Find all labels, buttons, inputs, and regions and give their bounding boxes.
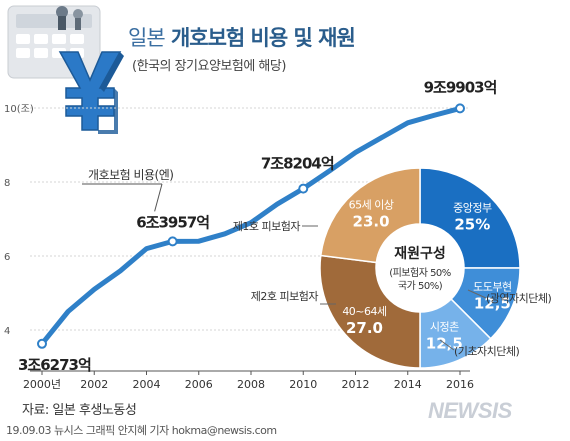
credit-note: 19.09.03 뉴시스 그래픽 안지혜 기자 hokma@newsis.com <box>6 424 277 437</box>
y-tick-label: 4 <box>4 326 10 337</box>
data-label: 3조6273억 <box>18 356 91 374</box>
brand-watermark: NEWSIS <box>428 398 512 423</box>
slice-value: 23.0 <box>353 212 390 230</box>
slice-label: 시정촌 <box>430 320 459 333</box>
donut-center-title: 재원구성 <box>394 246 446 262</box>
donut-hole <box>377 225 463 311</box>
slice-note: 제2호 피보험자 <box>251 290 319 303</box>
y-tick-label: 10(조) <box>4 104 34 115</box>
slice-label: 40~64세 <box>342 305 386 318</box>
donut-center-sub: 국가 50%) <box>398 280 443 292</box>
slice-value: 27.0 <box>346 319 383 337</box>
slice-value: 25% <box>454 216 490 234</box>
slice-note: (기초자치단체) <box>454 345 520 358</box>
y-tick-label: 8 <box>4 178 10 189</box>
series-label: 개호보험 비용(엔) <box>88 168 173 182</box>
slice-label: 중앙정부 <box>453 202 492 215</box>
data-point <box>167 236 178 247</box>
donut-slice <box>419 167 521 269</box>
donut-center-sub: (피보험자 50% <box>389 267 451 279</box>
series-label-leader <box>154 183 163 212</box>
data-point <box>37 338 47 349</box>
source-note: 자료: 일본 후생노동성 <box>22 403 137 418</box>
x-tick-label: 2000년 <box>23 378 61 391</box>
x-tick-label: 2008 <box>237 378 265 391</box>
yen-icon <box>58 51 124 134</box>
slice-value: 12,5 <box>474 294 511 312</box>
data-label: 9조9903억 <box>424 78 497 96</box>
x-tick-label: 2006 <box>185 378 213 391</box>
y-tick-label: 6 <box>4 252 10 263</box>
slice-note: (광역자치단체) <box>486 292 552 305</box>
x-tick-label: 2016 <box>446 378 474 391</box>
x-tick-label: 2012 <box>342 378 370 391</box>
line-chart-axes: 4 6 8 10(조) 2000년 2002 2004 2006 2008 2010 2012 201… <box>4 104 474 391</box>
x-tick-label: 2010 <box>289 378 317 391</box>
x-tick-label: 2004 <box>133 378 161 391</box>
series-line <box>39 105 463 347</box>
data-point <box>298 183 309 194</box>
slice-note: 제1호 피보험자 <box>233 220 301 233</box>
slice-label: 65세 이상 <box>349 198 394 211</box>
donut-slice <box>319 254 421 369</box>
x-tick-label: 2014 <box>394 378 422 391</box>
data-label: 6조3957억 <box>136 213 209 231</box>
donut-slice <box>319 167 421 264</box>
slice-label: 도도부현 <box>473 280 511 293</box>
x-tick-label: 2002 <box>80 378 108 391</box>
title-prefix: 일본 <box>128 26 166 50</box>
page-title: 일본 개호보험 비용 및 재원 <box>128 22 356 52</box>
slice-note-leader <box>467 289 487 299</box>
data-label: 7조8204억 <box>261 155 334 173</box>
slice-note-leader <box>439 339 455 351</box>
calculator-icon <box>7 5 101 79</box>
title-main: 개호보험 비용 및 재원 <box>170 26 356 50</box>
data-point <box>455 103 465 114</box>
page-subtitle: (한국의 장기요양보험에 해당) <box>132 59 286 74</box>
